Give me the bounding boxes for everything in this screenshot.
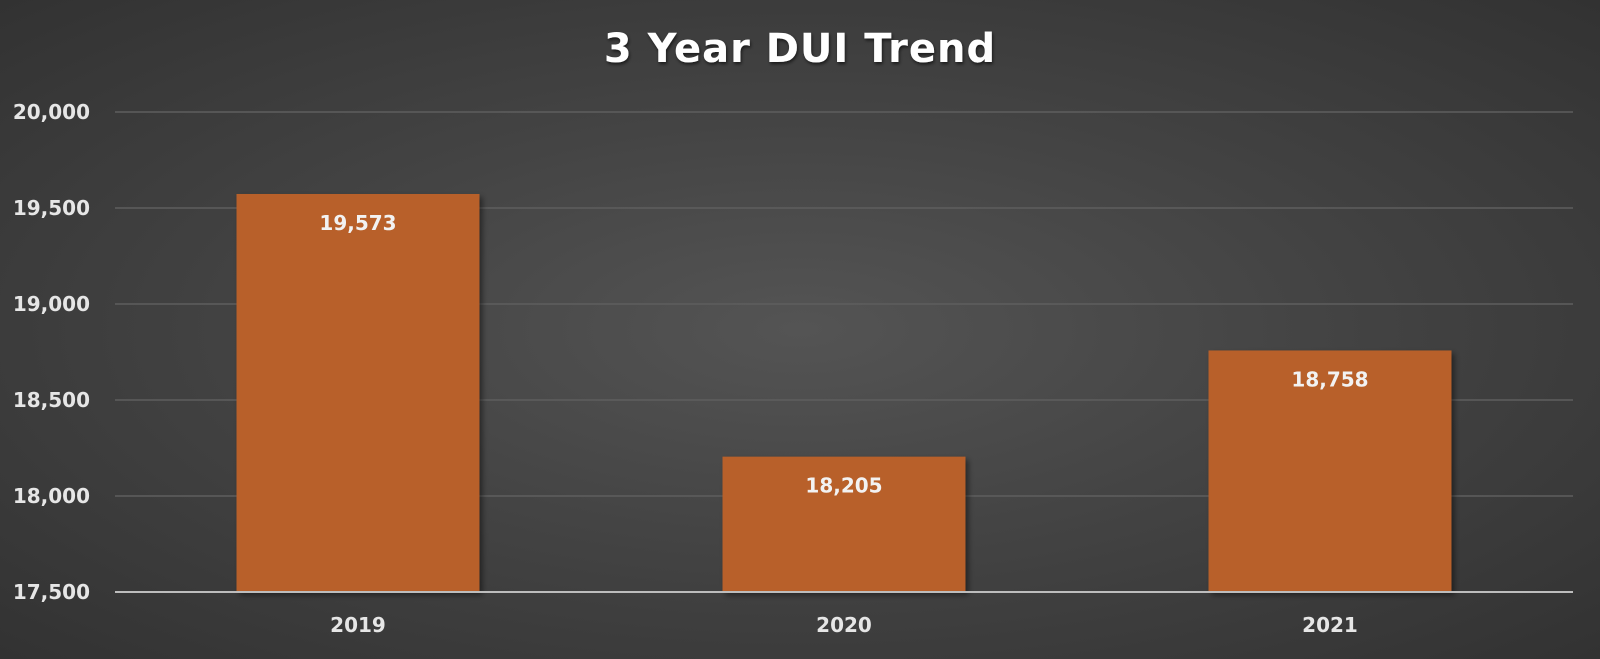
y-tick-label: 19,000: [13, 292, 90, 316]
y-tick-label: 19,500: [13, 196, 90, 220]
x-axis-tick-labels: 2019 2020 2021: [330, 613, 1358, 637]
data-labels: 19,573 18,205 18,758: [319, 211, 1368, 498]
y-tick-label: 18,000: [13, 484, 90, 508]
y-axis-tick-labels: 17,500 18,000 18,500 19,000 19,500 20,000: [13, 100, 90, 604]
bar-2021: [1208, 350, 1452, 592]
y-tick-label: 17,500: [13, 580, 90, 604]
x-tick-label: 2019: [330, 613, 386, 637]
bar-2019: [236, 193, 480, 592]
bar-2020: [722, 456, 966, 592]
y-tick-label: 20,000: [13, 100, 90, 124]
data-label-2019: 19,573: [319, 211, 396, 235]
x-tick-label: 2020: [816, 613, 872, 637]
bars: [236, 193, 1452, 592]
data-label-2021: 18,758: [1291, 367, 1368, 391]
chart-title: 3 Year DUI Trend: [604, 26, 996, 72]
x-tick-label: 2021: [1302, 613, 1358, 637]
data-label-2020: 18,205: [805, 474, 882, 498]
y-tick-label: 18,500: [13, 388, 90, 412]
